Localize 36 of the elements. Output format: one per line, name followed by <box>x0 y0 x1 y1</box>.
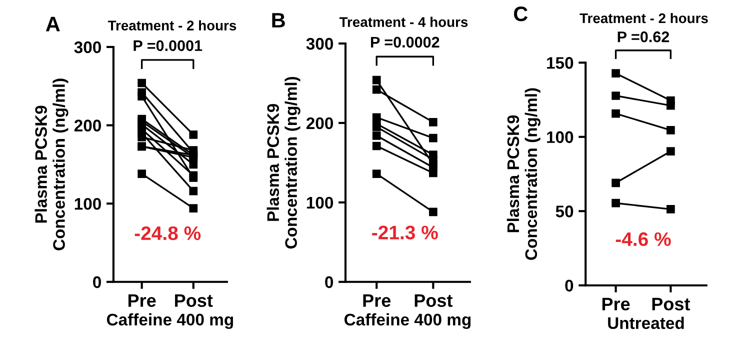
x-axis-title: Untreated <box>608 316 684 330</box>
text: B <box>272 13 285 28</box>
y-tick-label: 50 <box>556 206 574 218</box>
x-tick-label: Post <box>175 294 213 307</box>
y-tick-label: 200 <box>306 117 334 130</box>
text: A <box>46 16 60 32</box>
x-axis-title: Caffeine 400 mg <box>344 313 471 329</box>
y-axis-title: Plasma PCSK9 Concentration (ng/ml) <box>266 76 300 249</box>
y-tick-label: 300 <box>74 41 101 54</box>
annotation: -24.8 % <box>134 226 201 240</box>
annotation: -21.3 % <box>372 226 438 240</box>
y-axis-title: Plasma PCSK9 Concentration (ng/ml) <box>506 88 540 260</box>
annotation: -4.6 % <box>616 232 671 246</box>
x-tick-label: Pre <box>602 298 630 310</box>
text: C <box>514 6 528 22</box>
x-tick-label: Post <box>652 298 690 310</box>
chart-title: Treatment - 4 hours <box>339 16 468 27</box>
y-tick-label: 150 <box>547 57 574 69</box>
y-tick-label: 100 <box>306 196 334 209</box>
y-tick-label: 300 <box>306 38 334 50</box>
y-tick-label: 0 <box>325 276 334 288</box>
y-axis-title: Plasma PCSK9 Concentration (ng/ml) <box>34 78 68 250</box>
chart-title: Treatment - 2 hours <box>108 20 236 30</box>
x-tick-label: Pre <box>363 294 391 307</box>
annotation: P =0.0002 <box>371 36 440 48</box>
chart-title: Treatment - 2 hours <box>580 12 708 24</box>
y-tick-label: 0 <box>93 276 101 288</box>
annotation: P =0.0001 <box>134 40 202 52</box>
x-tick-label: Post <box>414 294 453 307</box>
y-tick-label: 200 <box>74 120 101 132</box>
x-axis-title: Caffeine 400 mg <box>106 313 233 329</box>
x-tick-label: Pre <box>128 294 156 307</box>
y-tick-label: 100 <box>547 131 574 144</box>
y-tick-label: 100 <box>74 198 101 210</box>
text: P =0.62 <box>618 31 670 42</box>
y-tick-label: 0 <box>565 280 574 292</box>
